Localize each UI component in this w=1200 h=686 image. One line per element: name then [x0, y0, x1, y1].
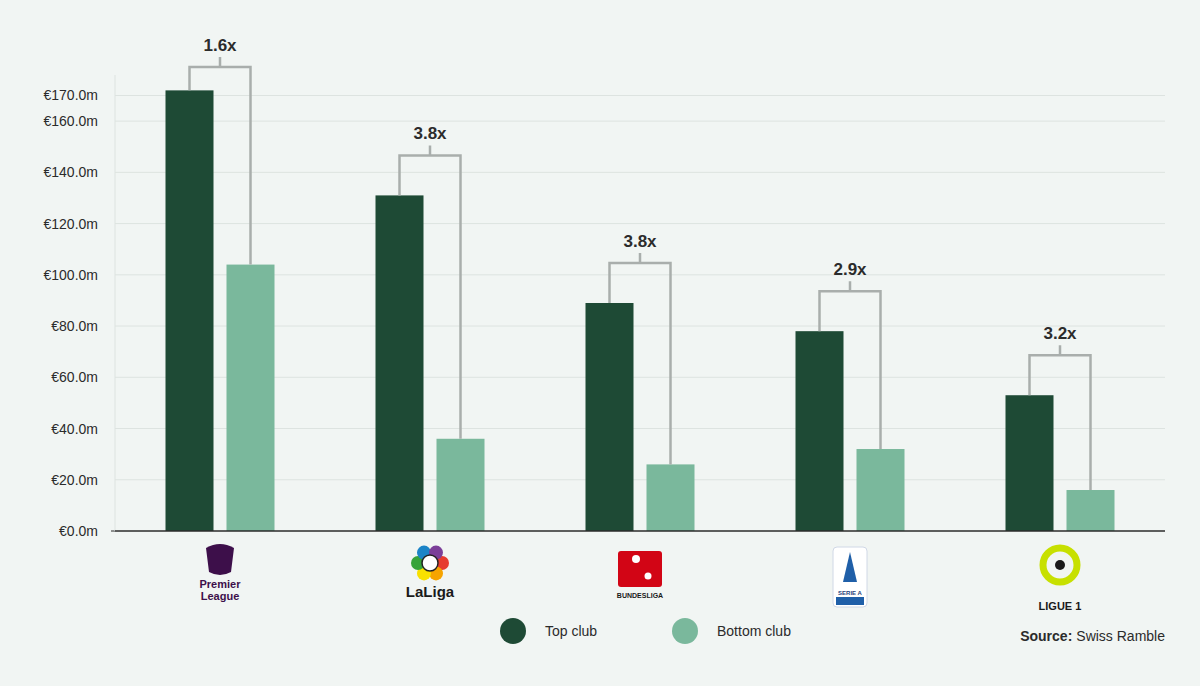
y-tick-label: €100.0m — [44, 267, 98, 283]
bracket — [400, 145, 461, 438]
source-label: Source: — [1020, 628, 1072, 644]
y-tick-label: €0.0m — [59, 523, 98, 539]
category-label: PremierLeague — [200, 578, 242, 602]
y-axis-line — [115, 75, 116, 531]
y-tick-label: €80.0m — [51, 318, 98, 334]
logo-shape — [1055, 560, 1065, 570]
category-label: BUNDESLIGA — [617, 592, 663, 599]
ratio-label: 2.9x — [833, 260, 867, 279]
logo-shape — [833, 547, 867, 607]
grid-line — [115, 223, 1165, 224]
y-tick-label: €120.0m — [44, 216, 98, 232]
y-tick-label: €160.0m — [44, 113, 98, 129]
category-label: LIGUE 1 — [1039, 600, 1082, 612]
grid-line — [115, 172, 1165, 173]
category-label: SERIE A — [838, 590, 862, 596]
category-logo — [1043, 548, 1077, 582]
category-label-part: League — [201, 590, 240, 602]
bar — [227, 265, 275, 531]
logo-shape — [836, 597, 864, 605]
category-logo — [618, 551, 662, 587]
grid-line — [115, 121, 1165, 122]
bar — [647, 464, 695, 531]
bracket — [820, 281, 881, 449]
source-text: Swiss Ramble — [1076, 628, 1165, 644]
bar — [376, 195, 424, 531]
logo-shape — [618, 551, 662, 587]
background — [0, 0, 1200, 686]
ratio-label: 3.2x — [1043, 324, 1077, 343]
source: Source:Swiss Ramble — [1020, 628, 1165, 644]
category-logo — [833, 547, 867, 607]
bracket — [1030, 345, 1091, 490]
tick-mark — [111, 531, 115, 532]
bar — [1006, 395, 1054, 531]
ratio-label: 3.8x — [413, 124, 447, 143]
category-label: LaLiga — [406, 583, 455, 600]
logo-shape — [843, 552, 857, 582]
y-tick-label: €20.0m — [51, 472, 98, 488]
x-axis-line — [115, 530, 1165, 532]
bar — [437, 439, 485, 531]
legend-label: Top club — [545, 623, 597, 639]
y-tick-label: €60.0m — [51, 369, 98, 385]
y-tick-label: €40.0m — [51, 421, 98, 437]
bracket — [190, 57, 251, 265]
bar — [796, 331, 844, 531]
y-tick-label: €170.0m — [44, 87, 98, 103]
bar — [1067, 490, 1115, 531]
legend-label: Bottom club — [717, 623, 791, 639]
legend-swatch — [672, 618, 698, 644]
logo-shape — [422, 555, 438, 571]
logo-shape — [632, 555, 640, 563]
y-tick-label: €140.0m — [44, 164, 98, 180]
logo-shape — [645, 573, 652, 580]
legend-swatch — [500, 618, 526, 644]
bar — [166, 90, 214, 531]
logo-shape — [206, 544, 234, 575]
bar — [857, 449, 905, 531]
bar — [586, 303, 634, 531]
logo-shape — [1043, 548, 1077, 582]
category-label-part: Premier — [200, 578, 242, 590]
bracket — [610, 253, 671, 464]
category-logo — [206, 544, 234, 575]
bars — [166, 90, 1115, 531]
category-logo — [411, 546, 449, 581]
grid-line — [115, 95, 1165, 96]
ratio-label: 1.6x — [203, 36, 237, 55]
ratio-label: 3.8x — [623, 232, 657, 251]
chart: €0.0m €20.0m €40.0m €60.0m €80.0m €100.0m €120… — [0, 0, 1200, 686]
